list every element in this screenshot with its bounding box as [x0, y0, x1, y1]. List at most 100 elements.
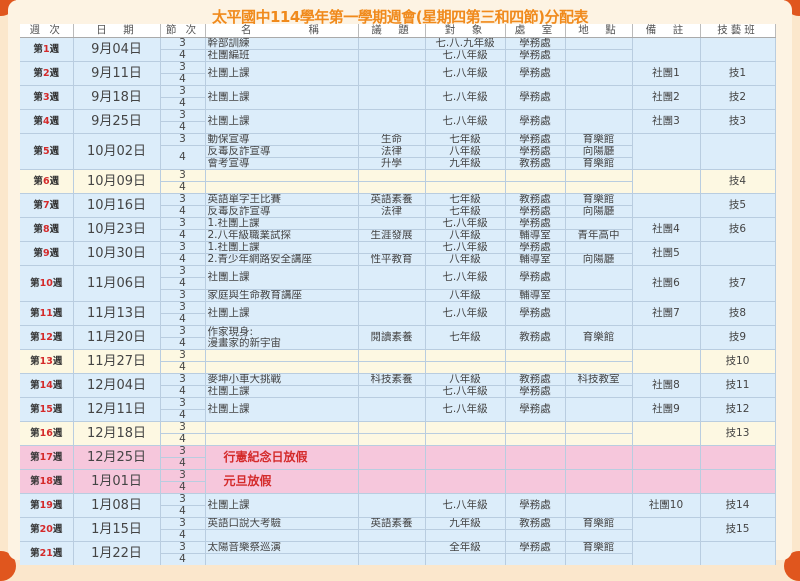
event-topic [358, 109, 426, 134]
table-row: 第11週 11月13日 3 社團上課 七.八年級 學務處 社團7 技8 [20, 301, 776, 326]
event-target [425, 433, 506, 446]
event-office: 學務處 [505, 541, 566, 554]
table-row: 4 [20, 529, 775, 542]
week-number: 16 [39, 428, 53, 439]
date-cell: 9月04日 [73, 37, 161, 62]
event-topic [358, 445, 426, 470]
table-row: 4 [20, 481, 775, 494]
period-cell: 3 [160, 373, 206, 386]
event-office: 輔導室 [505, 253, 566, 266]
tech-class-cell: 技7 [700, 265, 776, 302]
note-cell: 社團10 [632, 493, 701, 518]
event-target [425, 529, 506, 542]
header-target: 對 象 [425, 24, 506, 38]
tech-class-cell: 技15 [700, 517, 776, 542]
event-place: 育樂館 [565, 133, 633, 146]
period-cell: 3 [160, 265, 206, 278]
event-name: 社團上課 [205, 265, 359, 290]
event-place [565, 385, 633, 398]
period-cell: 3 [160, 109, 206, 122]
date-cell: 10月23日 [73, 217, 161, 242]
event-name: 社團上課 [205, 385, 359, 398]
event-place [565, 109, 633, 134]
event-target: 七.八年級 [425, 109, 506, 134]
week-number: 13 [39, 356, 53, 367]
event-office: 學務處 [505, 133, 566, 146]
event-place: 向陽廳 [565, 253, 633, 266]
schedule-table: 週 次 日 期 節 次 名 稱 議 題 對 象 處 室 地 點 備 註 技藝班 … [20, 24, 776, 566]
event-target [425, 469, 506, 494]
week-number: 21 [39, 548, 53, 560]
period-cell: 3 [160, 469, 206, 482]
event-place [565, 349, 633, 362]
event-office [505, 433, 566, 446]
event-name [205, 529, 359, 542]
event-target: 八年級 [425, 229, 506, 242]
event-topic [358, 529, 426, 542]
event-name: 幹部訓練 [205, 37, 359, 50]
event-target: 九年級 [425, 157, 506, 170]
table-row: 4 2.青少年網路安全講座 性平教育 八年級 輔導室 向陽廳 [20, 253, 775, 266]
event-office [505, 361, 566, 374]
tech-class-cell: 技9 [700, 325, 776, 350]
event-target: 七年級 [425, 325, 506, 350]
event-office: 學務處 [505, 385, 566, 398]
event-name: 麥坤小車大挑戰 [205, 373, 359, 386]
event-topic [358, 241, 426, 254]
table-row: 第13週 11月27日 3 技10 [20, 349, 776, 374]
period-cell: 4 [160, 505, 206, 518]
table-row: 4 [20, 337, 775, 350]
date-cell: 12月04日 [73, 373, 161, 398]
period-cell: 3 [160, 517, 206, 530]
table-row: 3 家庭與生命教育講座 八年級 輔導室 [20, 289, 775, 302]
week-number: 18 [39, 476, 53, 487]
event-name: 2.八年級職業試探 [205, 229, 359, 242]
note-cell: 社團7 [632, 301, 701, 326]
tech-class-cell [700, 133, 776, 170]
event-name: 社團上課 [205, 85, 359, 110]
tech-class-cell [700, 469, 776, 494]
table-row: 第8週 10月23日 3 1.社團上課 七.八年級 學務處 社團4 技6 [20, 217, 776, 242]
event-office: 教務處 [505, 325, 566, 350]
date-cell: 11月13日 [73, 301, 161, 326]
date-cell: 11月20日 [73, 325, 161, 350]
event-office [505, 553, 566, 566]
period-cell: 3 [160, 397, 206, 410]
note-cell [632, 349, 701, 374]
event-office: 教務處 [505, 193, 566, 206]
event-office [505, 169, 566, 182]
tech-class-cell [700, 241, 776, 266]
week-label: 第7週 [20, 193, 74, 218]
event-topic [358, 217, 426, 230]
tech-class-cell: 技13 [700, 421, 776, 446]
event-topic [358, 37, 426, 50]
table-row: 4 [20, 181, 775, 194]
week-label: 第13週 [20, 349, 74, 374]
event-name: 行憲紀念日放假 [205, 445, 359, 470]
date-cell: 1月15日 [73, 517, 161, 542]
event-topic [358, 61, 426, 86]
table-row: 第21週 1月22日 3 太陽音樂祭巡演 全年級 學務處 育樂館 [20, 541, 776, 566]
period-cell: 4 [160, 337, 206, 350]
period-cell: 4 [160, 253, 206, 266]
week-label: 第15週 [20, 397, 74, 422]
event-name: 社團上課 [205, 109, 359, 134]
event-name: 社團上課 [205, 397, 359, 422]
event-office: 學務處 [505, 397, 566, 422]
event-place [565, 241, 633, 254]
event-place [565, 361, 633, 374]
table-row: 第19週 1月08日 3 社團上課 七.八年級 學務處 社團10 技14 [20, 493, 776, 518]
week-label: 第17週 [20, 445, 74, 470]
page-title: 太平國中114學年第一學期週會(星期四第三和四節)分配表 [211, 8, 589, 26]
period-cell: 4 [160, 481, 206, 494]
event-name: 元旦放假 [205, 469, 359, 494]
period-cell: 4 [160, 361, 206, 374]
event-target [425, 553, 506, 566]
event-topic [358, 181, 426, 194]
tech-class-cell [700, 37, 776, 62]
event-topic [358, 541, 426, 554]
week-label: 第20週 [20, 517, 74, 542]
week-number: 4 [42, 116, 50, 127]
week-number: 7 [42, 200, 50, 211]
note-cell: 社團3 [632, 109, 701, 134]
